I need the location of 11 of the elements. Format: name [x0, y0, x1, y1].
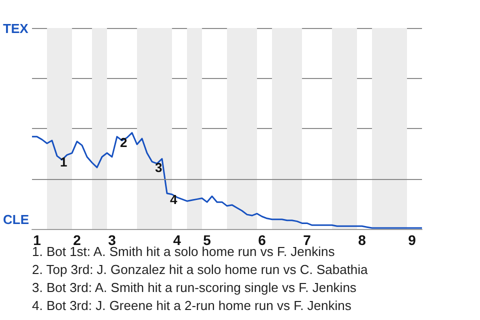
- annotation: 2: [120, 135, 128, 150]
- text: TEX: [3, 21, 29, 36]
- x-tick-label: 9: [408, 232, 416, 248]
- x-tick-label: 8: [358, 232, 366, 248]
- annotation: 3: [155, 160, 162, 176]
- text: 4. Bot 3rd: J. Greene hit a 2-run home run vs F. Jenkins: [32, 298, 352, 313]
- text: CLE: [3, 212, 30, 227]
- text: 3. Bot 3rd: A. Smith hit a run-scoring single vs F. Jenkins: [32, 280, 357, 295]
- text: 2. Top 3rd: J. Gonzalez hit a solo home run vs C. Sabathia: [32, 262, 369, 277]
- annotation: 1: [60, 154, 68, 170]
- annotation: 4: [170, 192, 178, 207]
